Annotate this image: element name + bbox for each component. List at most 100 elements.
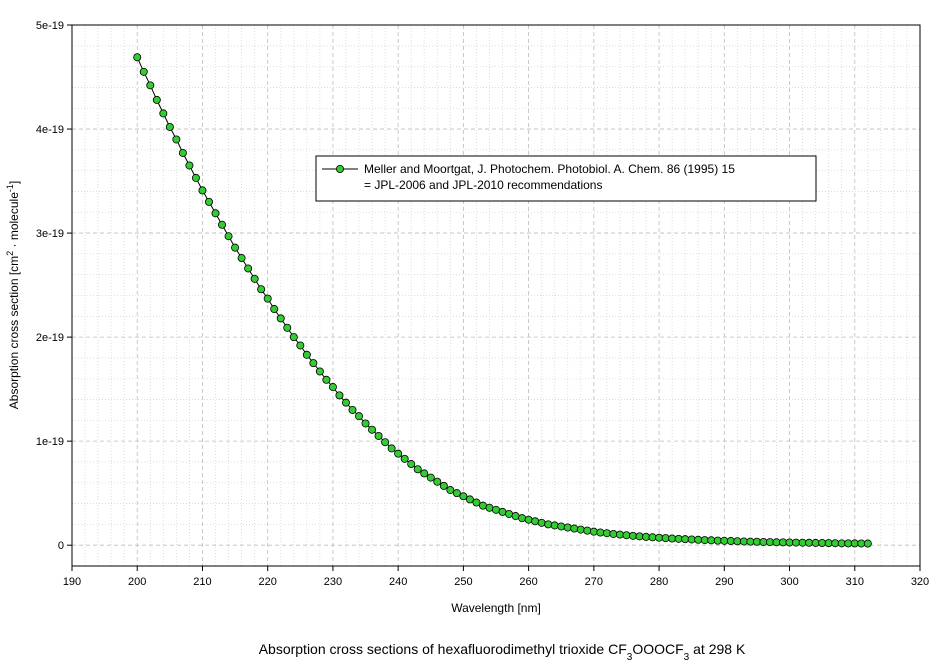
legend-box — [315, 155, 817, 202]
data-point — [720, 536, 729, 545]
data-point — [328, 383, 337, 392]
y-axis-label-end: ] — [7, 181, 21, 184]
data-point — [400, 454, 409, 463]
data-point — [674, 534, 683, 543]
x-tick-label: 270 — [585, 576, 603, 588]
chart-title-sub2: 3 — [684, 652, 690, 663]
data-point — [537, 518, 546, 527]
data-point — [739, 537, 748, 546]
chart-title-sub1: 3 — [627, 652, 633, 663]
data-point — [602, 529, 611, 538]
data-point — [811, 538, 820, 547]
x-tick-label: 250 — [454, 576, 472, 588]
data-point — [772, 538, 781, 547]
x-tick-label: 230 — [324, 576, 342, 588]
chart-title: Absorption cross sections of hexafluorod… — [259, 641, 746, 663]
data-point — [433, 477, 442, 486]
data-point — [381, 438, 390, 447]
data-point — [609, 529, 618, 538]
data-point — [726, 537, 735, 546]
data-point — [655, 533, 664, 542]
data-point — [759, 537, 768, 546]
data-point — [420, 469, 429, 478]
x-tick-label: 220 — [259, 576, 277, 588]
data-point — [413, 465, 422, 474]
data-point — [850, 539, 859, 548]
data-point — [785, 538, 794, 547]
data-point — [733, 537, 742, 546]
data-point — [459, 492, 468, 501]
plot-frame — [71, 24, 921, 567]
data-point — [524, 515, 533, 524]
data-point — [544, 520, 553, 529]
data-point — [289, 333, 298, 342]
data-point — [204, 197, 213, 206]
legend-marker — [335, 164, 344, 173]
data-point — [198, 186, 207, 195]
data-point — [635, 532, 644, 541]
data-point — [250, 274, 259, 283]
data-point — [283, 323, 292, 332]
data-point — [394, 449, 403, 458]
data-point — [648, 533, 657, 542]
data-point — [700, 536, 709, 545]
data-point — [831, 539, 840, 548]
y-tick-label: 5e-19 — [36, 20, 64, 32]
data-point — [133, 53, 142, 62]
data-point — [570, 524, 579, 533]
data-point — [361, 419, 370, 428]
data-point — [315, 367, 324, 376]
data-point — [583, 526, 592, 535]
axis-layer: 190 200 210 220 230 240 250 260 270 280 290 300 310 3… — [36, 20, 929, 588]
legend: Meller and Moortgat, J. Photochem. Photo… — [315, 155, 817, 202]
data-point — [622, 531, 631, 540]
data-point — [746, 537, 755, 546]
x-tick-label: 300 — [780, 576, 798, 588]
y-tick-label: 4e-19 — [36, 124, 64, 136]
data-point — [309, 359, 318, 368]
chart-title-main: Absorption cross sections of hexafluorod… — [259, 641, 627, 657]
data-point — [798, 538, 807, 547]
data-point — [257, 285, 266, 294]
data-point — [824, 539, 833, 548]
data-point — [857, 539, 866, 548]
grid-layer — [72, 25, 920, 566]
data-point — [237, 254, 246, 263]
y-tick-label: 3e-19 — [36, 228, 64, 240]
x-tick-label: 280 — [650, 576, 668, 588]
data-point — [818, 539, 827, 548]
y-tick-label: 0 — [58, 540, 64, 552]
y-axis-label-sup2: -1 — [5, 184, 15, 192]
data-point — [355, 412, 364, 421]
data-point — [263, 294, 272, 303]
data-point — [628, 531, 637, 540]
data-point — [178, 148, 187, 157]
data-point — [752, 537, 761, 546]
y-tick-label: 1e-19 — [36, 436, 64, 448]
x-tick-label: 320 — [911, 576, 929, 588]
data-point — [681, 535, 690, 544]
x-tick-label: 240 — [389, 576, 407, 588]
data-point — [505, 509, 514, 518]
data-point — [244, 264, 253, 273]
data-point — [165, 122, 174, 131]
data-point — [765, 538, 774, 547]
y-tick-label: 2e-19 — [36, 332, 64, 344]
data-point — [407, 460, 416, 469]
data-point — [687, 535, 696, 544]
data-point — [596, 528, 605, 537]
data-point — [713, 536, 722, 545]
chart-title-end: at 298 K — [689, 641, 746, 657]
x-tick-label: 210 — [193, 576, 211, 588]
data-point — [472, 498, 481, 507]
data-point — [837, 539, 846, 548]
x-tick-label: 310 — [846, 576, 864, 588]
data-point — [446, 486, 455, 495]
data-point — [270, 305, 279, 314]
data-point — [531, 517, 540, 526]
x-tick-label: 190 — [63, 576, 81, 588]
data-point — [863, 539, 872, 548]
legend-entry-line2: = JPL-2006 and JPL-2010 recommendations — [364, 178, 602, 192]
